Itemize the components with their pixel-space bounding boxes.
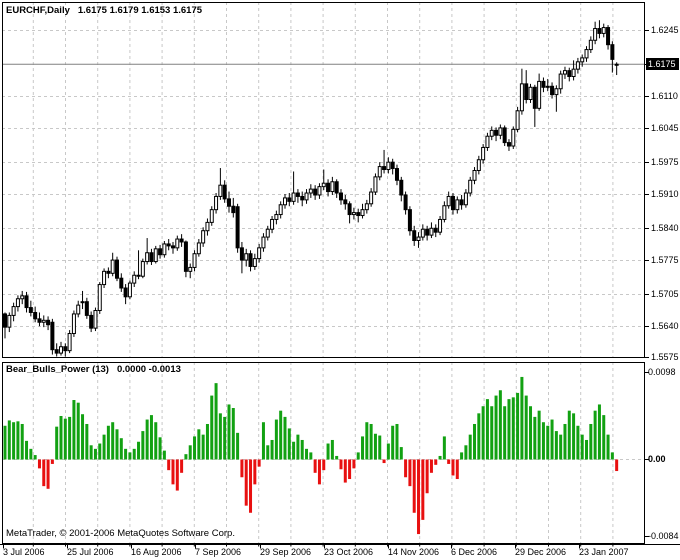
current-price-badge: 1.6175 xyxy=(646,58,679,70)
price-axis-label: 1.5840 xyxy=(651,223,679,233)
time-axis-label: 3 Jul 2006 xyxy=(3,547,45,557)
indicator-axis-label: -0.0084 xyxy=(648,531,679,541)
main-chart-title: EURCHF,Daily 1.6175 1.6179 1.6153 1.6175 xyxy=(6,5,202,16)
time-axis-label: 16 Aug 2006 xyxy=(131,547,182,557)
time-axis-label: 7 Sep 2006 xyxy=(195,547,242,557)
price-axis-label: 1.6245 xyxy=(651,25,679,35)
time-axis-label: 29 Sep 2006 xyxy=(260,547,312,557)
time-axis-label: 14 Nov 2006 xyxy=(388,547,440,557)
price-axis-label: 1.5910 xyxy=(651,189,679,199)
price-axis-label: 1.6110 xyxy=(651,91,678,101)
ohlc-values-label: 1.6175 1.6179 1.6153 1.6175 xyxy=(77,5,203,16)
price-axis-label: 1.5705 xyxy=(651,289,679,299)
time-axis-label: 23 Jan 2007 xyxy=(579,547,629,557)
price-axis-label: 1.5975 xyxy=(651,157,679,167)
price-axis-label: 1.5640 xyxy=(651,321,679,331)
price-axis-label: 1.5575 xyxy=(651,352,679,362)
price-axis-label: 1.6045 xyxy=(651,123,679,133)
price-axis-label: 1.5775 xyxy=(651,255,679,265)
indicator-title: Bear_Bulls_Power (13) 0.0000 -0.0013 xyxy=(6,364,181,375)
time-axis-label: 23 Oct 2006 xyxy=(324,547,374,557)
time-axis-label: 6 Dec 2006 xyxy=(451,547,498,557)
indicator-values-label: 0.0000 -0.0013 xyxy=(116,364,181,375)
time-axis-label: 29 Dec 2006 xyxy=(515,547,567,557)
time-axis-label: 25 Jul 2006 xyxy=(67,547,114,557)
indicator-axis-label: 0.0098 xyxy=(648,367,676,377)
watermark-credit: MetaTrader, © 2001-2006 MetaQuotes Softw… xyxy=(6,528,235,539)
indicator-axis-label: 0.00 xyxy=(648,454,666,464)
indicator-name-label: Bear_Bulls_Power (13) xyxy=(6,364,109,375)
symbol-period-label: EURCHF,Daily xyxy=(6,5,70,16)
